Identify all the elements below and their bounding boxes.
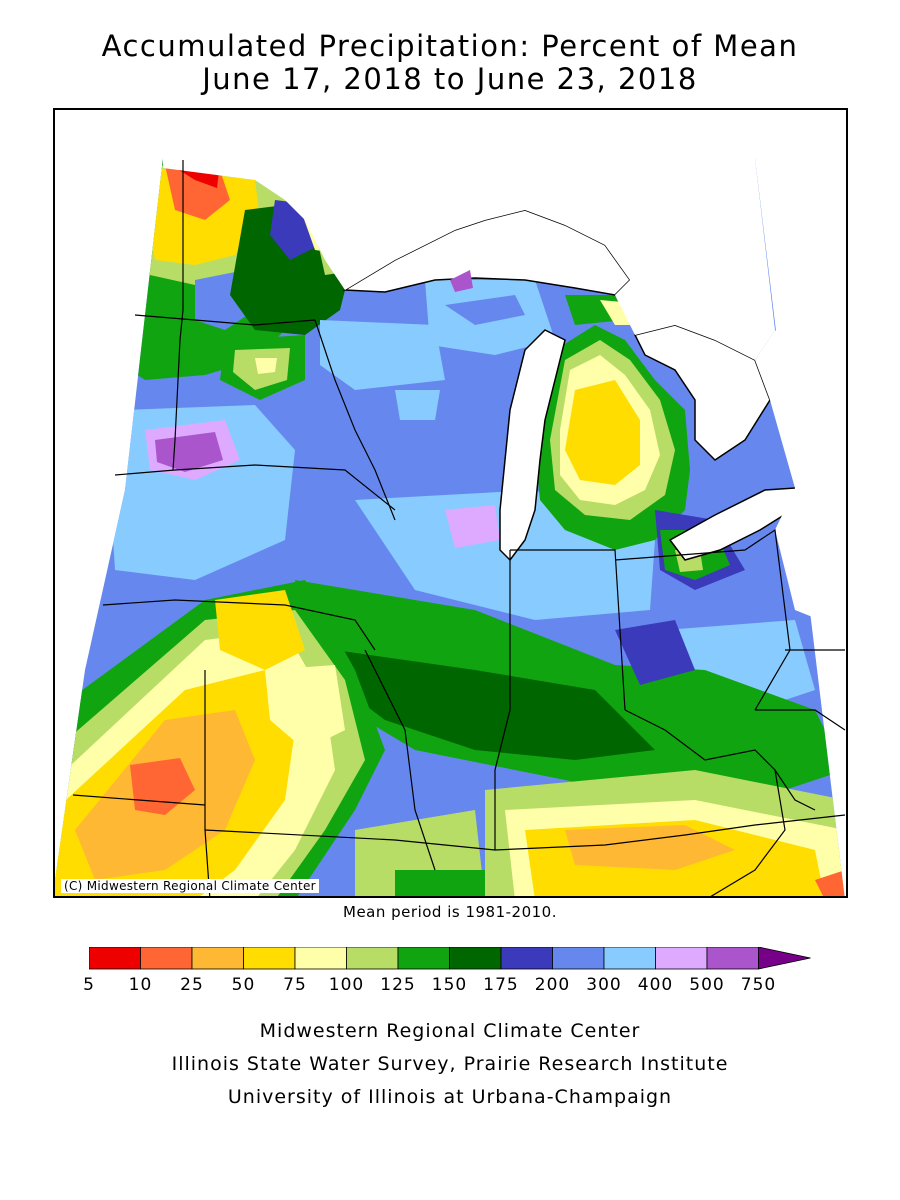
lake-michigan [499, 329, 566, 562]
map-title: Accumulated Precipitation: Percent of Me… [101, 29, 799, 63]
map-canvas [55, 158, 846, 896]
legend-swatch [346, 947, 399, 970]
canada-land [163, 158, 775, 360]
legend-ticks: 5 10 25 50 75 100 125 150 175 200 300 400 500 750 [0, 975, 900, 997]
lake-huron [633, 324, 771, 461]
legend-swatch [706, 947, 759, 970]
legend-swatch [397, 947, 450, 970]
legend-swatch [500, 947, 553, 970]
color-legend [89, 947, 811, 970]
legend-swatch [294, 947, 347, 970]
legend-tick-label: 25 [180, 975, 204, 995]
copyright-notice: (C) Midwestern Regional Climate Center [61, 879, 319, 893]
legend-swatch [552, 947, 605, 970]
legend-tick-label: 500 [689, 975, 725, 995]
footer-line-3: University of Illinois at Urbana-Champai… [227, 1086, 673, 1108]
legend-swatch [449, 947, 502, 970]
legend-swatch [140, 947, 193, 970]
legend-swatch [603, 947, 656, 970]
footer-line-1: Midwestern Regional Climate Center [259, 1020, 641, 1042]
legend-tick-label: 125 [380, 975, 416, 995]
legend-tick-label: 100 [328, 975, 365, 995]
legend-tick-label: 175 [483, 975, 519, 995]
legend-tick-label: 10 [128, 975, 153, 995]
legend-overflow-arrow [758, 947, 811, 970]
legend-tick-label: 400 [637, 975, 674, 995]
legend-swatch [655, 947, 708, 970]
legend-swatch [191, 947, 244, 970]
legend-tick-label: 75 [283, 975, 307, 995]
mean-period-note: Mean period is 1981-2010. [343, 903, 557, 921]
legend-swatch [89, 947, 141, 970]
legend-tick-label: 5 [83, 975, 95, 995]
footer-line-2: Illinois State Water Survey, Prairie Res… [171, 1053, 729, 1075]
legend-tick-label: 300 [586, 975, 622, 995]
legend-swatch [243, 947, 296, 970]
legend-tick-label: 200 [534, 975, 571, 995]
legend-tick-label: 150 [431, 975, 468, 995]
state-borders [72, 160, 846, 896]
legend-tick-label: 750 [740, 975, 777, 995]
legend-tick-label: 50 [231, 975, 256, 995]
precipitation-map: (C) Midwestern Regional Climate Center [53, 108, 848, 898]
map-date-range: June 17, 2018 to June 23, 2018 [202, 62, 698, 96]
